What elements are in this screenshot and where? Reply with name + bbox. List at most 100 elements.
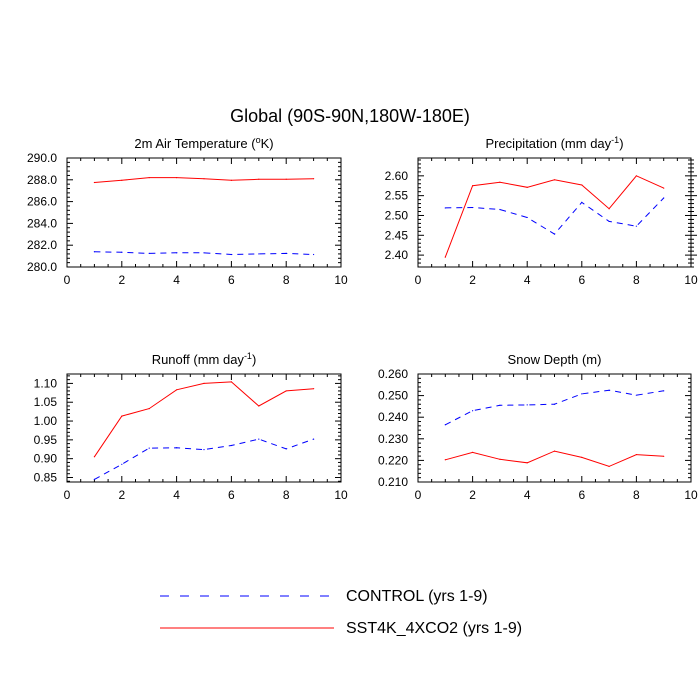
panel-0-xtick-label: 10 (334, 273, 348, 287)
panel-0-title-main: 2m Air Temperature ( (134, 136, 256, 151)
panel-3-point-control (553, 403, 556, 405)
panel-3-ytick-label: 0.240 (378, 410, 408, 424)
panel-2: Runoff (mm day-1) 0 2 4 6 8 10 0.85 0.90 0.95 1.00… (34, 351, 348, 502)
panel-2-series-sst4k-4xco2 (93, 381, 314, 458)
panel-3: Snow Depth (m) 0 2 4 6 8 10 0.210 0.220 0.230 0.24… (378, 352, 698, 502)
panel-3-point-control (526, 404, 528, 406)
panel-2-point-control (121, 463, 123, 465)
panel-3-xtick-label: 2 (469, 488, 476, 502)
panel-2-point-control (176, 447, 178, 449)
panel-1-point-control (581, 201, 583, 203)
panel-3-ytick-label: 0.210 (378, 475, 408, 489)
panel-3-title-main: Snow Depth (m) (508, 352, 602, 367)
panel-0-point-sst4k-4xco2 (121, 179, 123, 181)
panel-2-point-sst4k-4xco2 (93, 456, 95, 458)
panel-0-point-control (93, 251, 95, 253)
panel-2-point-control (285, 448, 287, 450)
panel-2-ytick-label: 1.00 (34, 414, 58, 428)
panel-3-xtick-label: 4 (524, 488, 531, 502)
panel-3-series-sst4k-4xco2 (445, 450, 664, 467)
panel-1-point-sst4k-4xco2 (472, 185, 474, 187)
panel-1-point-sst4k-4xco2 (553, 179, 556, 181)
panel-2-xtick-label: 0 (64, 488, 71, 502)
panel-2-point-control (313, 438, 315, 440)
panel-1-point-sst4k-4xco2 (635, 175, 638, 177)
panel-2-ytick-label: 1.05 (34, 395, 58, 409)
panel-2-point-sst4k-4xco2 (176, 389, 178, 391)
panel-3-point-sst4k-4xco2 (444, 459, 446, 461)
panel-3-point-sst4k-4xco2 (663, 455, 665, 457)
panel-2-title: Runoff (mm day-1) (152, 351, 257, 367)
panel-2-xtick-label: 4 (173, 488, 180, 502)
panel-1-point-sst4k-4xco2 (608, 208, 610, 210)
panel-3-point-control (635, 394, 638, 396)
panel-3-ytick-label: 0.230 (378, 432, 408, 446)
panel-3-xtick-label: 10 (684, 488, 698, 502)
panel-0-point-sst4k-4xco2 (93, 181, 95, 184)
panel-0-point-sst4k-4xco2 (148, 177, 150, 179)
legend-label-control: CONTROL (yrs 1-9) (346, 588, 488, 605)
panel-0-ytick-label: 282.0 (27, 238, 57, 252)
panel-0-point-sst4k-4xco2 (258, 178, 260, 180)
panel-0-point-control (258, 253, 260, 255)
panel-2-point-control (203, 449, 205, 451)
panel-3-title: Snow Depth (m) (508, 352, 602, 367)
panel-1-title-tail: ) (619, 136, 623, 151)
panel-2-point-sst4k-4xco2 (313, 388, 315, 390)
panel-2-point-control (258, 438, 260, 440)
panel-1-title-main: Precipitation (mm day (485, 136, 611, 151)
panel-1-xtick-label: 4 (524, 273, 531, 287)
panel-0-ytick-label: 290.0 (27, 151, 57, 165)
panel-3-point-sst4k-4xco2 (581, 456, 583, 458)
panel-0-series-control (94, 251, 314, 256)
panel-0-ytick-label: 286.0 (27, 195, 57, 209)
panel-1-point-sst4k-4xco2 (663, 187, 665, 189)
panel-2-point-sst4k-4xco2 (121, 415, 123, 417)
panel-2-point-control (230, 444, 232, 447)
panel-0-point-control (148, 252, 150, 254)
panel-2-xtick-label: 10 (334, 488, 348, 502)
panel-0-ytick-label: 284.0 (27, 216, 57, 230)
panel-3-point-sst4k-4xco2 (608, 465, 610, 468)
panel-2-ytick-label: 0.95 (34, 433, 58, 447)
panel-2-title-main: Runoff (mm day (152, 352, 245, 367)
panel-0-title: 2m Air Temperature (oK) (134, 135, 273, 151)
panel-3-point-control (472, 410, 474, 412)
panel-0-point-sst4k-4xco2 (203, 178, 205, 180)
panel-0-title-sup: o (256, 135, 261, 145)
panel-1-point-control (472, 206, 474, 209)
panel-1: Precipitation (mm day-1) 0 2 4 6 8 10 2.40 2.45 2… (385, 135, 698, 287)
panel-0-point-sst4k-4xco2 (285, 178, 287, 180)
panel-3-point-sst4k-4xco2 (499, 458, 501, 460)
panel-2-xtick-label: 8 (283, 488, 290, 502)
panel-0-ytick-label: 280.0 (27, 260, 57, 274)
panel-3-ytick-label: 0.250 (378, 389, 408, 403)
panel-0: 2m Air Temperature (oK) 0 2 4 6 8 10 280.0 282.0… (27, 135, 348, 287)
panel-2-xtick-label: 6 (228, 488, 235, 502)
panel-1-point-control (635, 225, 638, 227)
panel-3-point-control (608, 389, 610, 391)
panel-0-xtick-label: 6 (228, 273, 235, 287)
panel-3-point-sst4k-4xco2 (635, 453, 638, 456)
panel-3-xtick-label: 8 (633, 488, 640, 502)
panel-3-xtick-label: 6 (578, 488, 585, 502)
panel-0-point-control (121, 251, 123, 253)
panel-1-point-control (663, 197, 665, 199)
legend: CONTROL (yrs 1-9) SST4K_4XCO2 (yrs 1-9) (160, 588, 522, 637)
panel-1-title-sup: -1 (611, 135, 619, 145)
panel-1-point-sst4k-4xco2 (444, 256, 446, 258)
panel-1-title: Precipitation (mm day-1) (485, 135, 623, 151)
panel-2-point-sst4k-4xco2 (148, 408, 150, 410)
panel-1-point-sst4k-4xco2 (526, 186, 528, 188)
panel-3-xtick-label: 0 (415, 488, 422, 502)
panel-1-ytick-label: 2.50 (385, 208, 409, 222)
panel-1-series-control (445, 197, 665, 235)
panel-0-point-control (285, 252, 287, 254)
panel-0-point-control (176, 252, 178, 254)
panel-1-xtick-label: 0 (415, 273, 422, 287)
panel-1-ytick-label: 2.60 (385, 169, 409, 183)
panel-0-title-tail: K) (261, 136, 274, 151)
panel-0-point-control (230, 253, 232, 256)
panel-1-ytick-label: 2.45 (385, 228, 409, 242)
